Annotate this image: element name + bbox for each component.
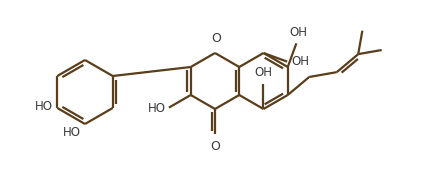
Text: OH: OH	[254, 66, 272, 79]
Text: HO: HO	[148, 102, 166, 115]
Text: HO: HO	[63, 126, 81, 139]
Text: OH: OH	[291, 55, 309, 68]
Text: O: O	[211, 32, 221, 45]
Text: OH: OH	[290, 26, 308, 39]
Text: HO: HO	[35, 99, 53, 112]
Text: O: O	[210, 140, 220, 153]
